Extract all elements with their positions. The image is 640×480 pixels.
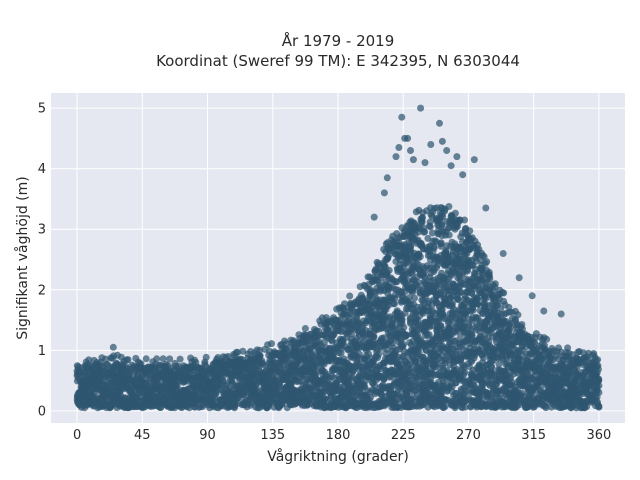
data-point [514, 311, 522, 319]
data-point [447, 294, 455, 302]
data-point [426, 223, 434, 231]
data-point [268, 340, 275, 348]
data-point [416, 253, 424, 261]
data-point [402, 331, 409, 339]
data-point [301, 325, 309, 332]
data-point [445, 231, 453, 239]
data-point [543, 335, 551, 343]
data-point [418, 218, 426, 226]
data-point [430, 244, 438, 252]
chart-title: År 1979 - 2019 [282, 31, 395, 50]
data-point [483, 258, 491, 266]
data-point [124, 356, 132, 364]
data-point [500, 289, 508, 297]
data-point [506, 324, 514, 332]
data-point [398, 315, 406, 323]
data-point [239, 347, 247, 355]
data-point [85, 356, 93, 364]
data-point [166, 355, 174, 363]
data-point [142, 355, 150, 363]
data-point [159, 355, 167, 363]
data-point [491, 280, 499, 288]
data-point [176, 355, 184, 363]
data-point [202, 353, 210, 361]
data-point [234, 348, 242, 356]
data-point [437, 322, 445, 330]
data-point [400, 323, 408, 331]
data-point [466, 227, 474, 235]
data-point [346, 292, 354, 300]
data-point [518, 321, 526, 328]
data-point [448, 300, 456, 308]
data-points [73, 104, 603, 412]
data-point [153, 355, 161, 363]
data-point [453, 294, 461, 302]
data-point [461, 216, 468, 224]
data-point [385, 266, 393, 274]
data-point [415, 279, 422, 287]
data-point [421, 228, 429, 236]
data-point [411, 294, 418, 302]
data-point [461, 368, 469, 376]
data-point [256, 346, 264, 354]
data-point [451, 209, 459, 217]
data-point [485, 268, 493, 276]
data-point [400, 341, 407, 348]
data-point [469, 306, 477, 314]
chart-subtitle: Koordinat (Sweref 99 TM): E 342395, N 63… [156, 52, 520, 70]
data-point [445, 203, 453, 210]
data-point [212, 390, 220, 398]
